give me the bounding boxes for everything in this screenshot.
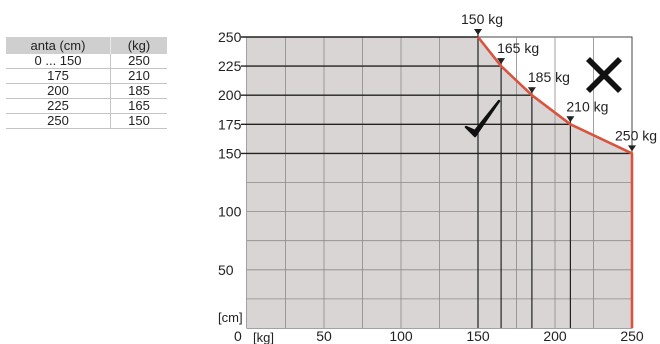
callout-marker: [628, 145, 636, 152]
x-axis-label: [kg]: [253, 330, 274, 344]
callout-marker: [474, 29, 482, 35]
capacity-table: anta (cm) (kg) 0 ... 150 250 175 210 200…: [6, 37, 167, 129]
chart-grid: [241, 29, 632, 328]
chart-icons: [464, 57, 622, 138]
table-row: 225 165: [6, 98, 167, 114]
x-tick-label: 100: [389, 328, 413, 344]
y-tick-label: 50: [218, 262, 234, 278]
y-tick-label: 150: [218, 145, 242, 161]
chart-ticks: 50 100 150 175 200 225 250 0 50 100 150 200 250: [218, 29, 644, 344]
table-cell-height: 175: [6, 68, 111, 84]
x-tick-label: 150: [466, 328, 490, 344]
chart-series: [476, 36, 634, 328]
table-cell-weight: 210: [110, 68, 167, 84]
x-tick-label: 0: [234, 328, 242, 344]
callout-marker: [527, 87, 536, 94]
y-tick-label: 175: [218, 116, 242, 132]
table-cell-weight: 165: [110, 98, 167, 114]
check-icon: [464, 99, 501, 138]
table-row: 200 185: [6, 83, 167, 99]
y-tick-label: 225: [218, 58, 242, 74]
callout-label: 185 kg: [528, 69, 570, 85]
y-tick-label: 200: [218, 87, 242, 103]
callout-marker: [497, 58, 506, 65]
table-cell-height: 200: [6, 83, 111, 99]
table-row: 175 210: [6, 68, 167, 84]
callout-marker: [566, 116, 575, 123]
table-cell-height: 0 ... 150: [6, 54, 111, 69]
callout-label: 150 kg: [461, 11, 503, 27]
table-cell-weight: 150: [110, 113, 167, 129]
y-axis-label: [cm]: [218, 310, 243, 325]
x-tick-label: 50: [316, 328, 332, 344]
table-header-height: anta (cm): [6, 37, 111, 54]
y-tick-label: 100: [218, 204, 242, 220]
limit-curve: [476, 36, 634, 328]
table-row: 250 150: [6, 113, 167, 129]
y-tick-label: 250: [218, 29, 242, 45]
table-row: 0 ... 150 250: [6, 54, 167, 69]
callout-label: 210 kg: [566, 98, 608, 114]
cross-icon: [586, 57, 622, 93]
table-cell-weight: 185: [110, 83, 167, 99]
x-tick-label: 200: [543, 328, 567, 344]
table-cell-height: 225: [6, 98, 111, 114]
table-header-weight: (kg): [110, 37, 167, 54]
table-cell-weight: 250: [110, 54, 167, 69]
table-header-row: anta (cm) (kg): [6, 37, 167, 54]
x-tick-label: 250: [620, 328, 644, 344]
callout-label: 165 kg: [497, 40, 539, 56]
callout-label: 250 kg: [615, 127, 657, 143]
chart-callouts: 150 kg 165 kg 185 kg 210 kg 250 kg: [461, 11, 657, 152]
table-cell-height: 250: [6, 113, 111, 129]
